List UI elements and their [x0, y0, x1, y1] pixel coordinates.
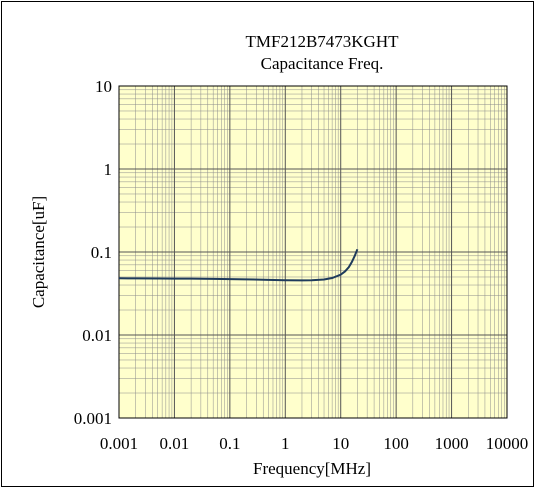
chart-subtitle: Capacitance Freq.: [261, 54, 384, 73]
x-tick-label: 100: [383, 434, 409, 453]
x-tick-label: 10000: [486, 434, 529, 453]
y-axis-tick-labels: 0.001 0.01 0.1 1 10: [74, 77, 112, 428]
x-tick-label: 1000: [435, 434, 469, 453]
y-tick-label: 1: [104, 160, 113, 179]
x-tick-label: 0.1: [219, 434, 240, 453]
x-tick-label: 10: [332, 434, 349, 453]
y-tick-label: 0.1: [91, 243, 112, 262]
x-axis-tick-labels: 0.001 0.01 0.1 1 10 100 1000 10000: [100, 434, 528, 453]
x-tick-label: 0.001: [100, 434, 138, 453]
x-tick-label: 0.01: [160, 434, 190, 453]
x-axis-label: Frequency[MHz]: [253, 459, 371, 478]
capacitance-series-line: [118, 248, 359, 282]
y-tick-label: 10: [95, 77, 112, 96]
plot-border: [118, 85, 508, 419]
chart-title: TMF212B7473KGHT: [245, 32, 399, 51]
y-tick-label: 0.01: [82, 326, 112, 345]
x-tick-label: 1: [281, 434, 290, 453]
y-tick-label: 0.001: [74, 409, 112, 428]
y-axis-label: Capacitance[uF]: [29, 196, 48, 308]
